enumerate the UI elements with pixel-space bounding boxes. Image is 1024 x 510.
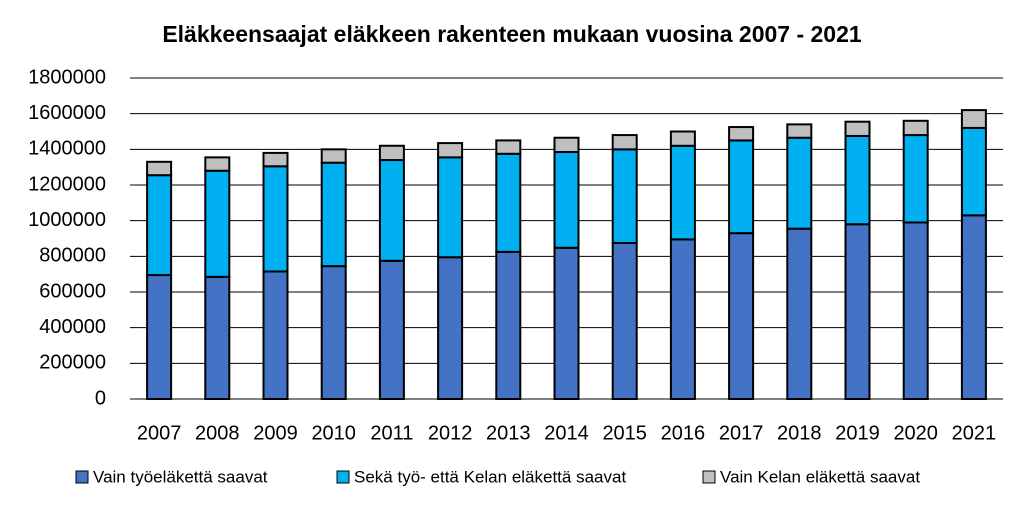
y-tick-label: 1800000	[28, 66, 106, 88]
x-tick-label: 2009	[253, 422, 298, 444]
bar-segment	[320, 161, 347, 268]
bar-segment	[728, 232, 755, 400]
bar-segment	[786, 136, 813, 230]
y-tick-label: 200000	[39, 352, 106, 374]
y-tick-label: 1200000	[28, 173, 106, 195]
y-tick-label: 0	[95, 387, 106, 409]
bar-segment	[844, 223, 871, 400]
bar-segment	[146, 174, 173, 277]
bar-segment	[146, 160, 173, 177]
x-tick-label: 2020	[893, 422, 938, 444]
legend-label: Vain työeläkettä saavat	[93, 467, 268, 486]
x-tick-label: 2019	[835, 422, 880, 444]
bar-segment	[960, 214, 987, 400]
bar-segment	[611, 148, 638, 244]
bar-segment	[728, 126, 755, 142]
legend-label: Vain Kelan eläkettä saavat	[720, 467, 920, 486]
bar-segment	[495, 139, 522, 155]
x-tick-label: 2018	[777, 422, 822, 444]
y-tick-label: 600000	[39, 280, 106, 302]
bar-segment	[378, 159, 405, 262]
bar-segment	[611, 241, 638, 400]
bar-segment	[902, 221, 929, 400]
legend-swatch	[702, 470, 716, 484]
bar-segment	[437, 142, 464, 159]
bar-segment	[844, 134, 871, 226]
y-tick-label: 1600000	[28, 102, 106, 124]
bar-segment	[553, 246, 580, 400]
x-tick-label: 2008	[195, 422, 240, 444]
bar-segment	[902, 134, 929, 224]
x-tick-label: 2011	[370, 422, 413, 444]
bar-segment	[728, 139, 755, 235]
x-tick-label: 2012	[428, 422, 473, 444]
bar-segment	[902, 119, 929, 137]
x-tick-label: 2010	[311, 422, 356, 444]
y-tick-label: 1000000	[28, 209, 106, 231]
bar-segment	[960, 126, 987, 217]
bar-segment	[786, 227, 813, 400]
bar-segment	[146, 274, 173, 400]
bar-segment	[262, 165, 289, 273]
legend-label: Sekä työ- että Kelan eläkettä saavat	[354, 467, 626, 486]
bar-segment	[378, 144, 405, 162]
bar-segment	[844, 120, 871, 137]
bar-segment	[960, 109, 987, 129]
y-tick-label: 1400000	[28, 138, 106, 160]
legend-swatch	[75, 470, 89, 484]
x-tick-label: 2015	[602, 422, 647, 444]
bar-segment	[553, 136, 580, 154]
bar-segment	[786, 123, 813, 139]
bar-segment	[669, 144, 696, 241]
bar-segment	[320, 148, 347, 164]
x-tick-label: 2014	[544, 422, 589, 444]
bar-segment	[262, 270, 289, 400]
bar-segment	[378, 259, 405, 400]
chart-title: Eläkkeensaajat eläkkeen rakenteen mukaan…	[162, 21, 862, 47]
x-tick-label: 2017	[719, 422, 764, 444]
y-tick-label: 800000	[39, 245, 106, 267]
x-tick-label: 2007	[137, 422, 182, 444]
y-tick-label: 400000	[39, 316, 106, 338]
bar-segment	[495, 250, 522, 400]
x-tick-label: 2013	[486, 422, 531, 444]
x-tick-label: 2016	[661, 422, 706, 444]
bar-segment	[611, 134, 638, 151]
bar-segment	[437, 156, 464, 259]
bar-segment	[262, 151, 289, 168]
bar-segment	[437, 256, 464, 400]
bar-segment	[669, 238, 696, 400]
bar-segment	[495, 152, 522, 253]
bar-segment	[553, 151, 580, 249]
bar-segment	[320, 265, 347, 400]
bar-segment	[204, 275, 231, 401]
bar-segment	[669, 130, 696, 147]
bar-segment	[204, 156, 231, 172]
legend-swatch	[336, 470, 350, 484]
bar-segment	[204, 169, 231, 278]
x-tick-label: 2021	[952, 422, 997, 444]
